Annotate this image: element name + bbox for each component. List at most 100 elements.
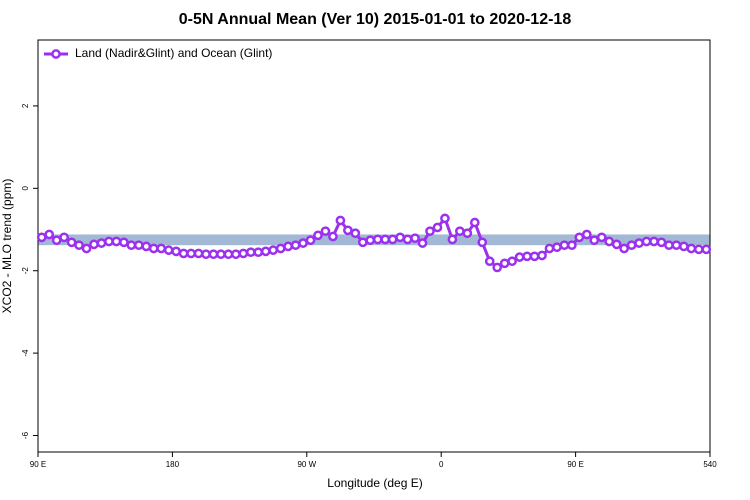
data-point [395, 232, 405, 243]
data-point [260, 246, 271, 257]
data-point [231, 249, 241, 260]
data-point [507, 256, 517, 267]
data-point [208, 249, 219, 260]
data-point [156, 243, 167, 254]
data-point [89, 239, 99, 250]
data-point [335, 215, 346, 226]
data-point [477, 237, 488, 248]
data-point [425, 226, 435, 237]
data-point [671, 240, 682, 251]
data-point [81, 243, 92, 254]
data-point [245, 247, 256, 258]
data-point [469, 217, 480, 228]
data-point [462, 228, 473, 239]
data-point [186, 248, 196, 259]
data-point [581, 229, 592, 240]
data-point [522, 251, 532, 262]
data-point [619, 243, 629, 254]
data-point [693, 244, 704, 255]
data-point [51, 235, 62, 246]
data-point [283, 241, 293, 252]
data-point [111, 236, 122, 247]
data-point [148, 243, 159, 254]
data-point [357, 237, 368, 248]
data-point [432, 222, 443, 233]
data-point [544, 243, 555, 254]
data-point [686, 243, 697, 254]
data-point [313, 230, 323, 241]
data-point [328, 231, 338, 242]
data-point [59, 232, 69, 243]
chart-title: 0-5N Annual Mean (Ver 10) 2015-01-01 to … [179, 11, 572, 28]
data-point [701, 244, 712, 255]
data-point [163, 245, 174, 255]
data-point [649, 236, 659, 247]
data-point [133, 240, 144, 251]
data-point [66, 237, 77, 248]
data-point [253, 247, 264, 258]
data-point [596, 232, 607, 243]
legend-marker [51, 49, 61, 59]
data-point [634, 238, 644, 248]
data-point [567, 240, 577, 251]
data-point [350, 228, 361, 239]
legend-label: Land (Nadir&Glint) and Ocean (Glint) [75, 46, 272, 60]
data-point [44, 229, 55, 240]
x-axis-label: Longitude (deg E) [327, 476, 422, 490]
data-point [679, 241, 689, 252]
data-point [216, 249, 226, 260]
data-point [201, 249, 211, 260]
data-point [275, 243, 286, 254]
data-point [455, 226, 465, 237]
data-point [664, 240, 674, 251]
data-point [641, 236, 652, 247]
data-point [626, 240, 637, 251]
data-point [74, 240, 84, 251]
data-point [365, 235, 376, 246]
data-point [238, 248, 249, 259]
x-tick-label: 90 E [567, 460, 583, 469]
data-point [193, 248, 204, 259]
data-point [552, 242, 562, 253]
data-point [380, 234, 391, 245]
y-tick-label: -2 [21, 267, 30, 275]
data-point [36, 232, 47, 243]
x-tick-label: 0 [439, 460, 444, 469]
y-tick-label: 2 [21, 103, 30, 108]
data-point [119, 237, 129, 248]
data-point [529, 251, 540, 262]
data-point [514, 252, 525, 262]
data-point [410, 233, 420, 244]
data-point [223, 249, 234, 260]
data-point [447, 234, 458, 245]
data-point [574, 232, 585, 243]
data-point [604, 236, 615, 247]
data-point [372, 234, 383, 245]
data-point [126, 240, 137, 251]
x-tick-label: 180 [166, 460, 180, 469]
data-point [559, 240, 570, 251]
data-point [305, 235, 316, 246]
data-point [492, 262, 503, 273]
y-tick-label: -4 [21, 349, 30, 357]
x-tick-label: 90 E [30, 460, 46, 469]
data-point [589, 235, 600, 246]
data-point [268, 245, 279, 255]
data-point [320, 226, 331, 237]
data-point [290, 240, 301, 251]
data-point [484, 256, 495, 267]
y-tick-label: 0 [21, 186, 30, 191]
plot-frame [37, 39, 711, 453]
data-point [537, 250, 547, 261]
y-axis-label: XCO2 - MLO trend (ppm) [0, 179, 14, 314]
x-tick-label: 90 W [297, 460, 316, 469]
data-point [298, 238, 308, 248]
data-point [104, 236, 114, 247]
data-point [440, 213, 450, 224]
data-point [611, 239, 622, 250]
data-point [499, 258, 510, 269]
data-point [343, 225, 353, 236]
data-point [171, 246, 181, 257]
data-point [387, 234, 398, 245]
